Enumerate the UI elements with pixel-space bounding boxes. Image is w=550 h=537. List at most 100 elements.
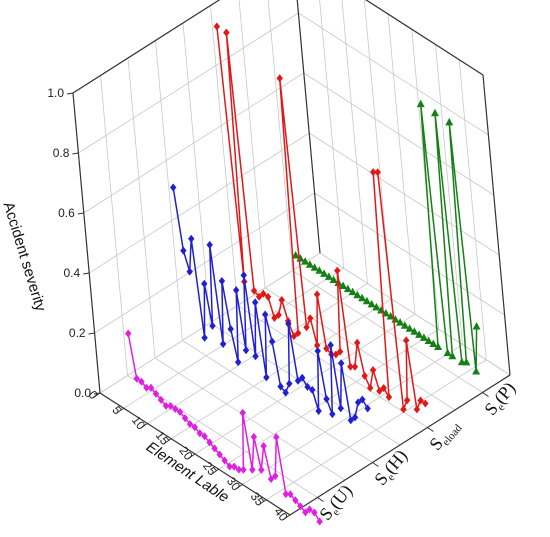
side-wall-gridline <box>435 44 463 345</box>
floor-gridline <box>182 340 373 463</box>
data-point <box>218 277 226 285</box>
data-point <box>417 396 424 405</box>
side-wall-gridline <box>296 0 321 254</box>
data-point <box>304 382 311 391</box>
depth-axis-line <box>289 374 511 516</box>
back-wall-gridline <box>100 75 128 376</box>
series-line <box>172 187 369 422</box>
category-tick <box>372 462 379 467</box>
x-tick <box>188 453 196 459</box>
y-tick-label: 0.8 <box>53 146 70 160</box>
data-point <box>249 465 256 474</box>
data-point <box>196 429 204 438</box>
box-edge <box>482 74 511 376</box>
data-point <box>216 450 223 459</box>
data-point <box>138 377 145 386</box>
data-point <box>311 508 318 517</box>
data-point <box>315 266 324 274</box>
data-point <box>209 321 216 330</box>
category-label: Se(U) <box>315 481 358 526</box>
category-tick <box>317 497 324 502</box>
data-point <box>285 319 292 328</box>
data-point <box>334 266 341 275</box>
data-point <box>278 296 285 304</box>
series-2 <box>170 183 371 425</box>
back-wall-gridline <box>127 57 156 359</box>
data-point <box>282 388 289 397</box>
data-point <box>347 362 354 371</box>
data-point <box>186 420 194 429</box>
data-point <box>385 393 393 402</box>
data-point <box>369 168 377 177</box>
data-point <box>347 416 354 425</box>
data-point <box>255 292 263 301</box>
data-point <box>227 325 234 334</box>
chart-axes <box>72 0 511 516</box>
data-point <box>188 234 195 243</box>
data-point <box>369 365 377 374</box>
data-point <box>286 379 293 388</box>
data-point <box>320 269 329 277</box>
data-point <box>313 290 321 299</box>
data-point <box>448 351 457 360</box>
data-point <box>290 332 298 341</box>
data-point <box>276 74 283 83</box>
data-point <box>354 338 361 347</box>
category-label: Se(P) <box>480 378 521 421</box>
data-point <box>386 312 395 320</box>
floor-gridline <box>237 305 428 428</box>
data-point <box>191 423 199 432</box>
box-edge <box>296 0 321 254</box>
side-wall-gridline <box>411 29 440 330</box>
x-tick <box>93 392 101 398</box>
data-point <box>416 99 425 108</box>
data-point <box>364 404 371 413</box>
y-tick-label: 0.6 <box>58 206 75 220</box>
data-point <box>354 398 362 407</box>
data-point <box>313 341 321 350</box>
data-point <box>367 383 374 392</box>
data-point <box>251 298 259 307</box>
data-point <box>403 396 411 405</box>
data-point <box>180 246 187 255</box>
data-point <box>361 371 368 380</box>
data-point <box>206 240 213 249</box>
data-point <box>396 318 405 326</box>
data-point <box>415 330 424 338</box>
data-point <box>422 399 429 408</box>
data-point <box>261 310 269 319</box>
data-point <box>337 359 345 368</box>
data-point <box>324 272 333 280</box>
y-tick <box>66 92 74 95</box>
floor-gridline <box>154 357 346 481</box>
data-point <box>327 341 334 350</box>
data-point <box>125 329 132 338</box>
data-point <box>413 405 421 414</box>
data-point <box>367 299 376 308</box>
data-point <box>240 465 247 474</box>
data-point <box>242 346 250 355</box>
category-label: Se(H) <box>370 446 413 491</box>
side-wall-gridline <box>341 0 368 284</box>
y-axis-label: Accident severity <box>0 200 49 314</box>
data-point <box>374 168 381 177</box>
series-1 <box>125 329 323 526</box>
data-point <box>309 385 316 394</box>
y-axis-line <box>72 92 101 394</box>
x-tick-label: 10 <box>129 413 148 432</box>
data-point <box>186 267 193 276</box>
data-point <box>351 413 359 422</box>
floor-gridline <box>127 375 318 498</box>
data-point <box>351 362 359 371</box>
series-3 <box>213 22 429 414</box>
data-point <box>273 433 280 442</box>
data-point <box>307 314 314 323</box>
category-label: Seload <box>425 415 465 456</box>
data-point <box>221 456 228 465</box>
y-tick-label: 1.0 <box>47 86 64 100</box>
data-point <box>358 293 367 302</box>
data-point <box>291 251 300 259</box>
floor-gridline <box>292 270 483 393</box>
data-point <box>260 289 267 298</box>
data-point <box>329 410 336 419</box>
